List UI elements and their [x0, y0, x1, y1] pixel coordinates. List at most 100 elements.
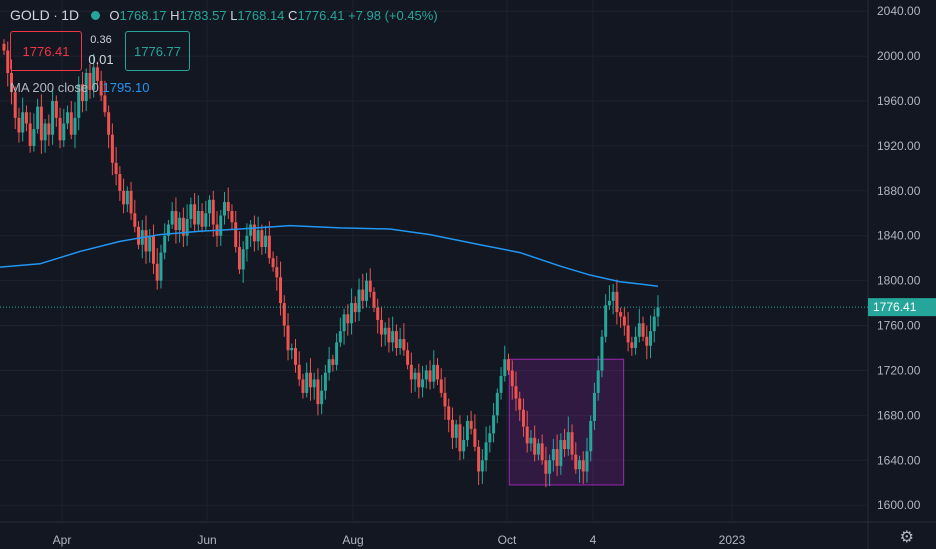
candle-body — [521, 409, 525, 427]
ma-label: MA 200 close 0 — [10, 80, 99, 95]
candle-body — [69, 112, 73, 135]
candle-body — [570, 432, 574, 455]
candle-body — [103, 95, 107, 113]
candle-body — [297, 364, 301, 380]
candle-body — [189, 204, 193, 219]
y-tick-label: 1880.00 — [877, 184, 921, 198]
candle-body — [477, 446, 481, 472]
candle-body — [200, 211, 204, 227]
y-tick-label: 1840.00 — [877, 229, 921, 243]
candle-body — [320, 390, 324, 405]
candle-body — [84, 72, 88, 102]
candle-body — [379, 319, 383, 335]
sell-button[interactable]: 1776.41 — [10, 31, 82, 71]
candle-body — [241, 249, 245, 270]
candle-body — [480, 460, 484, 472]
candle-body — [305, 372, 309, 393]
candle-body — [499, 376, 503, 393]
candle-body — [529, 437, 533, 444]
candle-body — [114, 162, 118, 174]
open-value: 1768.17 — [119, 8, 167, 23]
interval-label[interactable]: 1D — [61, 7, 80, 23]
candle-body — [592, 392, 596, 421]
candle-body — [293, 348, 297, 365]
candle-body — [424, 370, 428, 380]
candle-body — [47, 123, 51, 135]
candle-body — [600, 336, 604, 371]
candle-body — [264, 235, 268, 247]
candle-body — [92, 67, 96, 90]
candle-body — [630, 342, 634, 348]
candle-body — [331, 359, 335, 365]
candle-body — [622, 316, 626, 326]
candle-body — [316, 379, 320, 405]
candle-body — [335, 342, 339, 365]
candle-body — [417, 372, 421, 388]
candle-body — [327, 359, 331, 373]
low-label: L — [230, 8, 238, 23]
market-status-icon — [90, 11, 100, 20]
x-tick-label: 2023 — [719, 533, 746, 547]
candle-body — [604, 305, 608, 337]
candle-body — [409, 364, 413, 380]
candle-body — [641, 323, 645, 337]
candle-body — [185, 218, 189, 236]
candle-body — [447, 406, 451, 420]
candle-body — [518, 398, 522, 410]
candle-body — [148, 235, 152, 252]
candle-body — [462, 440, 466, 452]
ma-value: 1795.10 — [102, 80, 150, 95]
candle-body — [107, 112, 111, 135]
candle-body — [323, 372, 327, 391]
candle-body — [129, 190, 133, 214]
candle-body — [308, 372, 312, 388]
buy-button[interactable]: 1776.77 — [125, 31, 190, 71]
symbol-name[interactable]: GOLD — [10, 7, 50, 23]
candle-body — [237, 246, 241, 270]
candle-body — [249, 224, 253, 236]
candle-body — [361, 289, 365, 301]
candle-body — [312, 379, 316, 388]
candle-body — [342, 314, 346, 332]
ma-indicator-legend[interactable]: MA 200 close 0 1795.10 — [10, 80, 150, 95]
candle-body — [421, 379, 425, 388]
candle-body — [267, 235, 271, 259]
candle-body — [607, 300, 611, 306]
candle-body — [282, 303, 286, 326]
y-tick-label: 1640.00 — [877, 453, 921, 467]
candle-body — [62, 123, 66, 141]
candle-body — [73, 117, 77, 135]
candle-body — [394, 331, 398, 348]
candle-body — [357, 289, 361, 313]
candle-body — [634, 336, 638, 348]
x-tick-label: 4 — [590, 533, 597, 547]
candle-body — [469, 420, 473, 429]
candle-body — [589, 420, 593, 452]
candle-body — [503, 359, 507, 377]
candle-body — [137, 226, 141, 245]
change-value: +7.98 (+0.45%) — [348, 8, 438, 23]
candle-body — [36, 106, 40, 130]
gear-icon[interactable]: ⚙ — [899, 529, 914, 546]
candle-body — [9, 72, 13, 93]
y-tick-label: 1760.00 — [877, 319, 921, 333]
candle-body — [181, 217, 185, 236]
candle-body — [24, 112, 28, 124]
candle-body — [514, 386, 518, 399]
candle-body — [439, 379, 443, 393]
y-tick-label: 1920.00 — [877, 139, 921, 153]
candle-body — [6, 50, 10, 73]
candle-body — [17, 117, 21, 133]
candle-body — [122, 190, 126, 205]
candle-body — [28, 123, 32, 146]
candle-body — [275, 267, 279, 278]
candle-body — [536, 443, 540, 455]
candle-body — [391, 331, 395, 343]
candle-body — [544, 460, 548, 474]
candle-body — [230, 211, 234, 223]
candle-body — [163, 235, 167, 253]
candle-body — [110, 134, 114, 163]
candle-body — [226, 202, 230, 212]
candle-body — [615, 291, 619, 313]
